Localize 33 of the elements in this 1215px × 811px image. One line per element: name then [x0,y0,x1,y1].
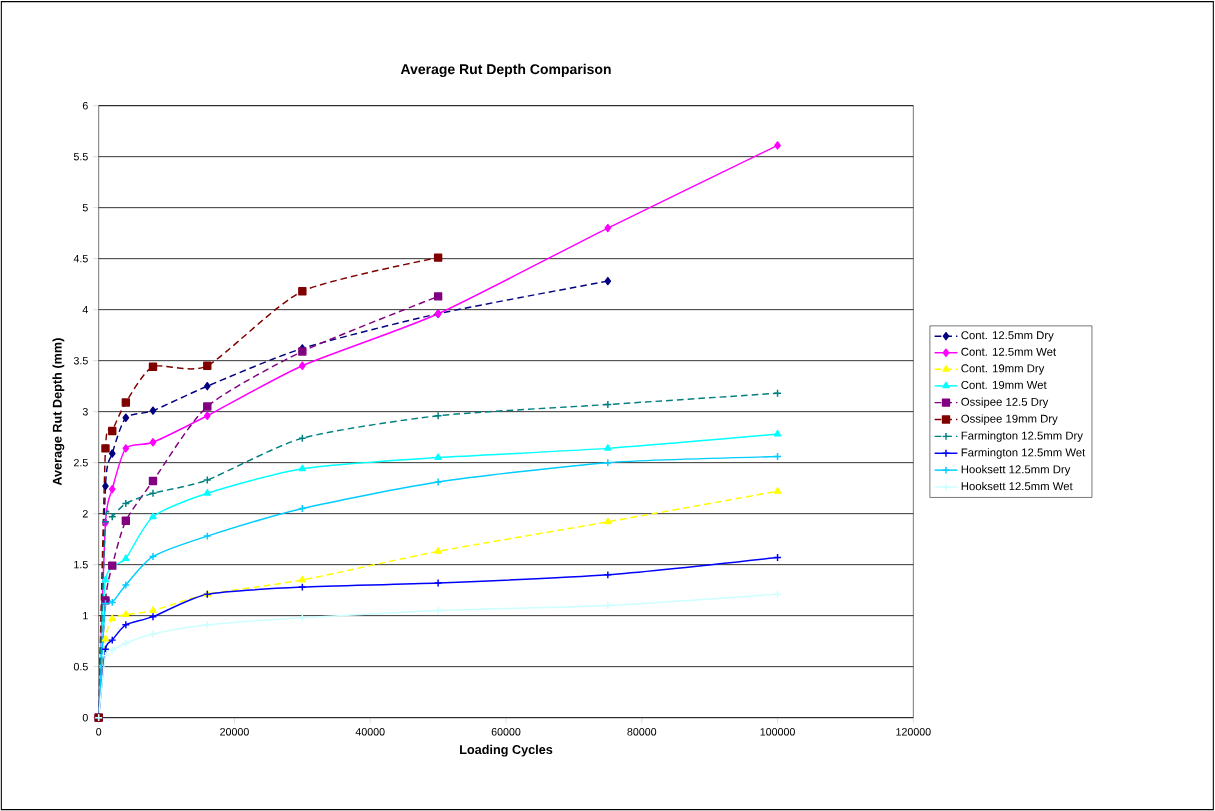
x-tick-label: 40000 [355,728,385,736]
y-tick-label: 1 [83,611,88,620]
y-tick-label: 3.5 [73,356,88,365]
y-tick-label: 0 [82,713,88,722]
chart-title: Average Rut Depth Comparison [400,63,611,77]
y-tick-label: 1.5 [74,560,88,569]
x-axis-title: Loading Cycles [460,744,553,757]
x-tick-label: 0 [96,728,102,736]
legend-label: Cont. 12.5mm Dry [961,331,1054,342]
y-tick-label: 3 [82,407,88,416]
y-tick-label: 2.5 [73,458,88,467]
y-tick-label: 0.5 [73,662,88,671]
y-tick-label: 5.5 [73,152,88,161]
legend-label: Cont. 19mm Wet [961,380,1047,389]
x-tick-label: 80000 [627,728,657,736]
x-tick-label: 20000 [220,728,249,736]
y-tick-label: 2 [82,509,88,518]
x-tick-label: 120000 [896,728,931,736]
legend-label: Hooksett 12.5mm Dry [961,465,1071,476]
y-tick-label: 6 [82,101,88,110]
legend-label: Hooksett 12.5mm Wet [961,481,1073,491]
y-axis-title: Average Rut Depth (mm) [52,338,65,486]
legend-label: Ossipee 12.5 Dry [961,397,1049,409]
y-tick-label: 4.5 [73,254,88,263]
legend-label: Ossipee 19mm Dry [961,414,1058,425]
y-tick-label: 4 [82,305,88,314]
x-tick-label: 100000 [760,728,795,736]
legend-label: Cont. 19mm Dry [961,364,1045,375]
y-tick-label: 5 [82,203,88,212]
x-tick-label: 60000 [491,728,521,736]
legend-label: Cont. 12.5mm Wet [961,347,1057,356]
legend-label: Farmington 12.5mm Dry [961,431,1083,442]
legend-label: Farmington 12.5mm Wet [961,448,1086,459]
